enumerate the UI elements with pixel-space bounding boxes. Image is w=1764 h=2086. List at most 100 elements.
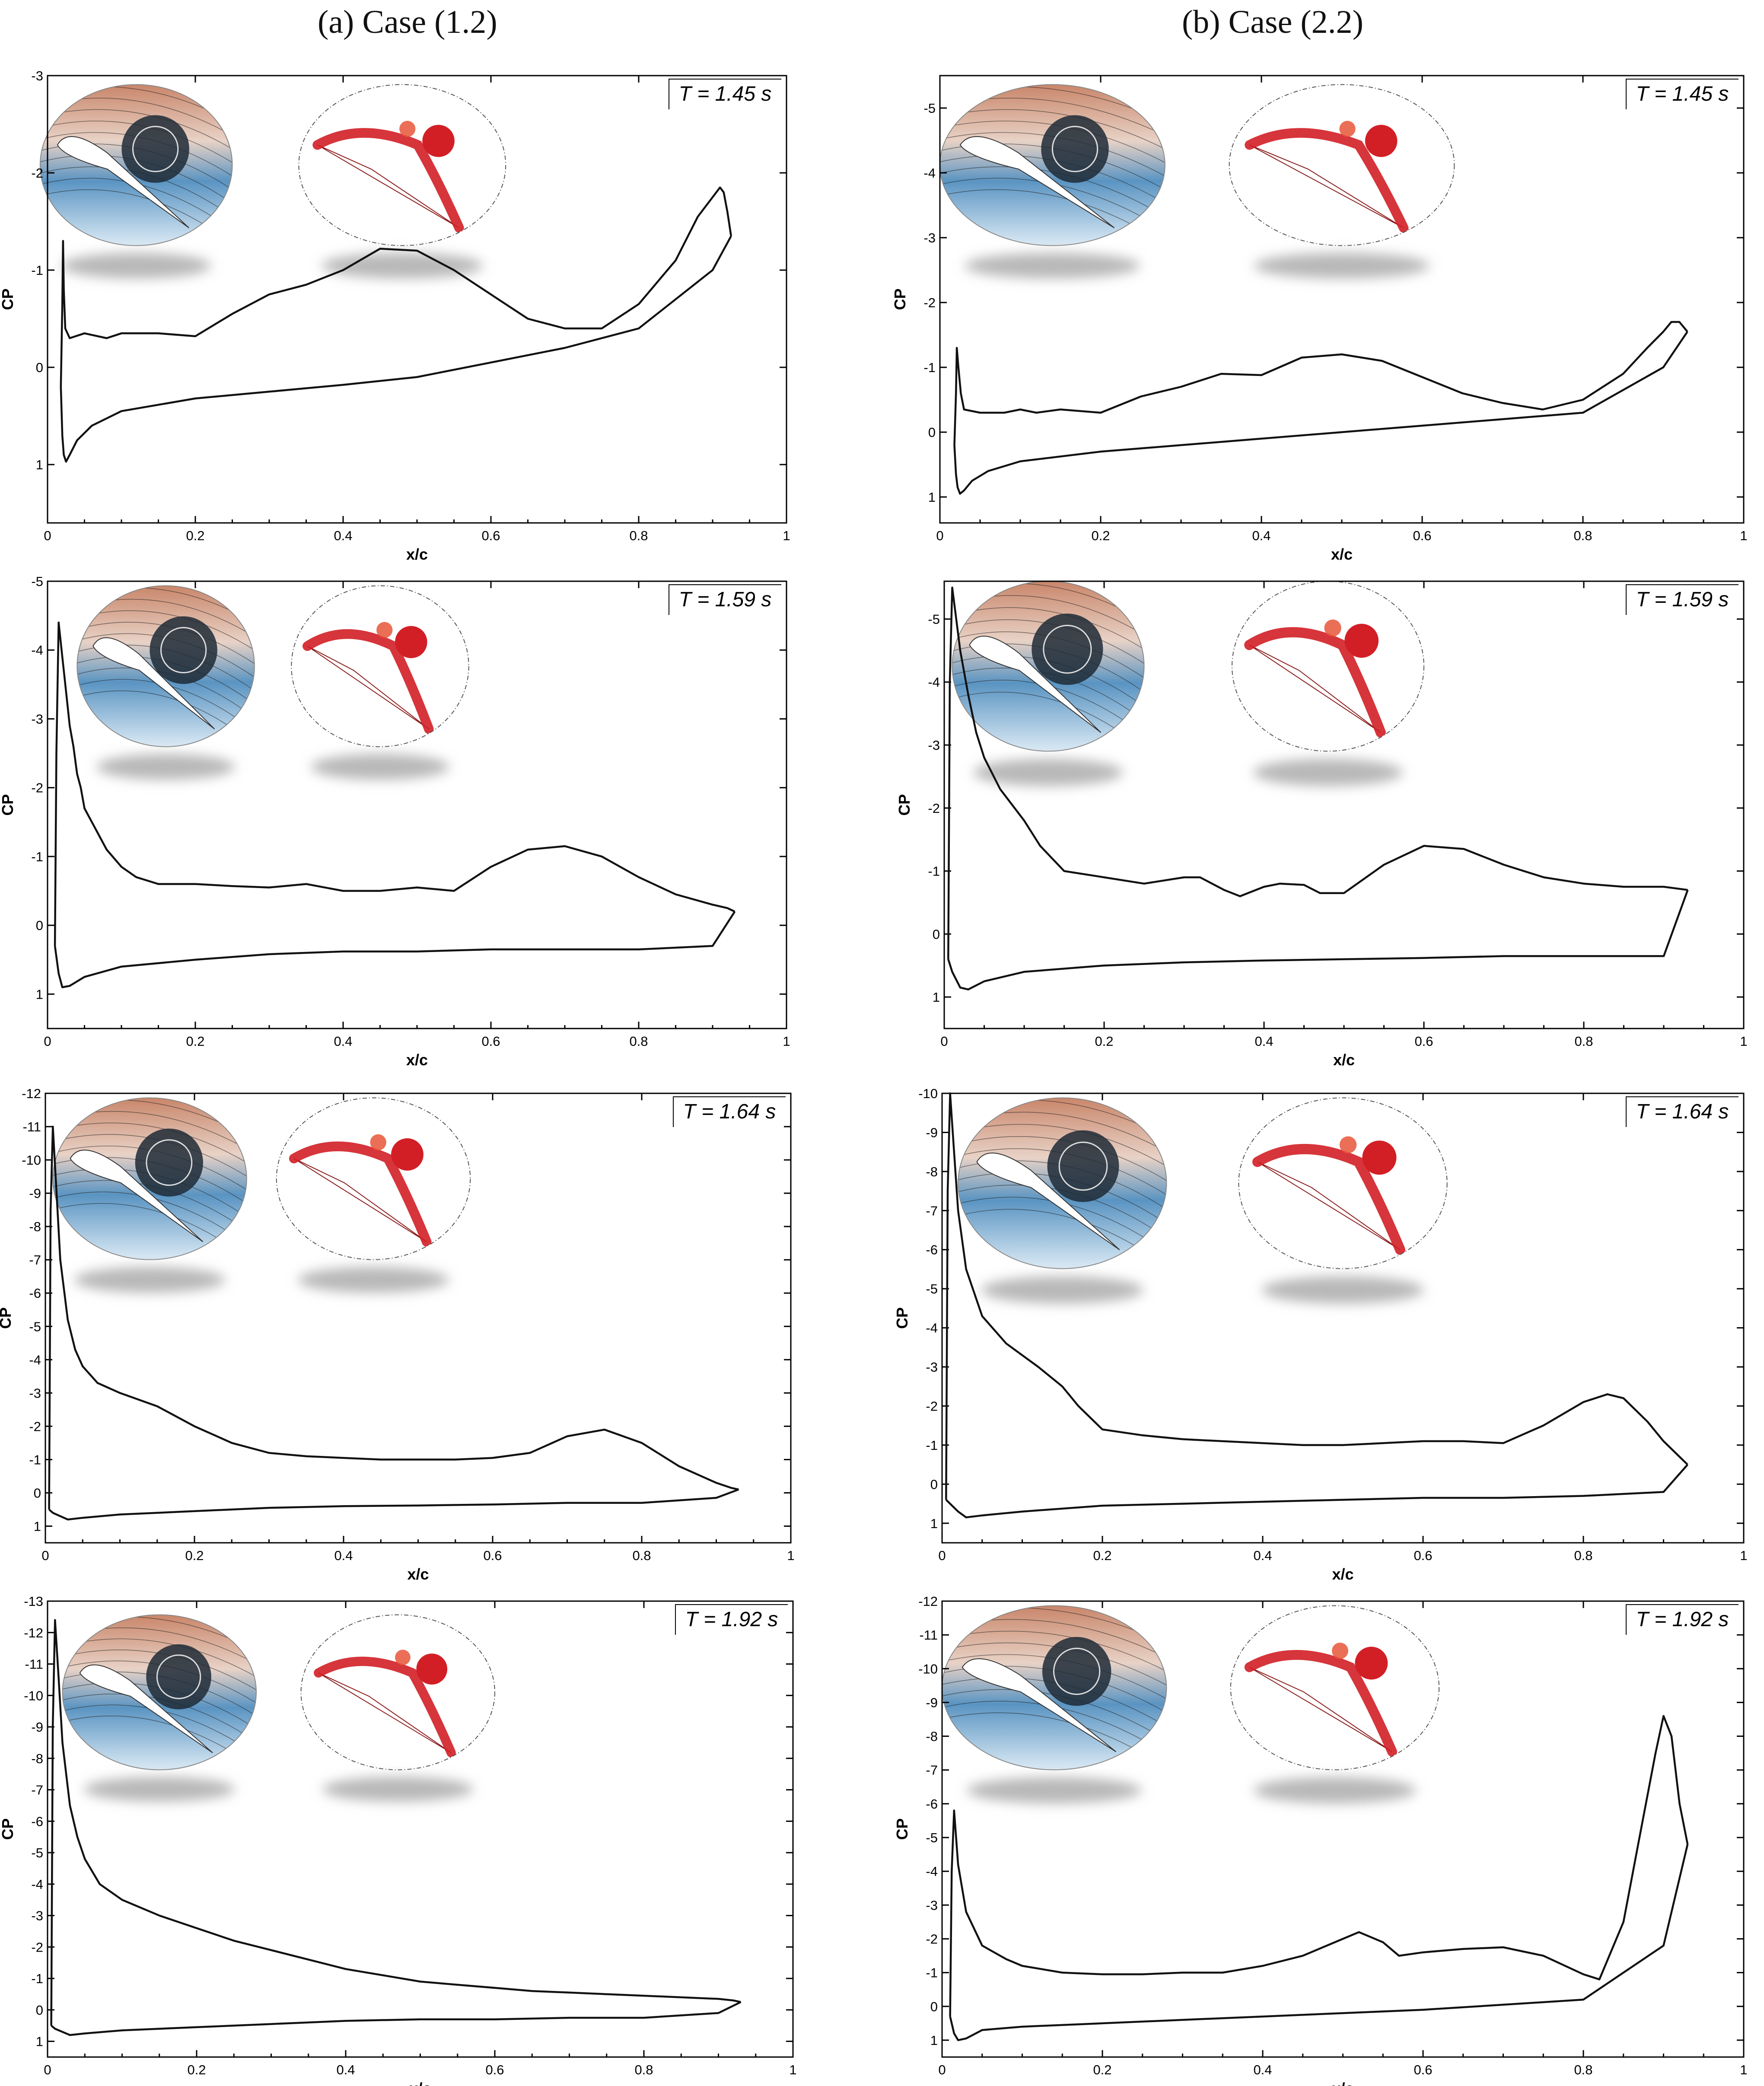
y-axis-label: CP [895, 794, 913, 815]
inset-shadow [322, 1777, 474, 1802]
inset-shadow [96, 754, 235, 780]
x-axis-label: x/c [1332, 1565, 1353, 1583]
inset-shadow [967, 1777, 1142, 1804]
y-tick-label: -2 [31, 166, 43, 181]
streamline-inset [939, 84, 1165, 246]
y-tick-label: -5 [31, 574, 43, 589]
time-label: T = 1.45 s [1636, 83, 1729, 105]
x-tick-label: 0.4 [334, 1034, 352, 1049]
y-tick-label: -1 [923, 360, 936, 375]
y-tick-label: -7 [29, 1252, 41, 1268]
y-tick-label: 0 [36, 2003, 43, 2018]
cp-chart-case-2-2-t-1-64: 0 0.2 0.4 0.6 0.8 1 1 0 -1 -2 -3 -4 -5 -6 -7 -8 -9 -10 x/c… [893, 1086, 1748, 1583]
y-tick-label: -7 [926, 1203, 938, 1218]
x-tick-label: 0.4 [1253, 1548, 1272, 1563]
y-tick-label: -2 [29, 1419, 41, 1434]
time-label: T = 1.92 s [685, 1608, 778, 1631]
time-label-box [669, 584, 781, 615]
x-tick-label: 0.4 [1252, 528, 1270, 543]
streamline-inset [942, 1605, 1167, 1771]
x-tick-label: 0.6 [481, 1034, 500, 1049]
y-axis-label: CP [0, 1818, 16, 1840]
y-tick-label: -5 [928, 611, 940, 627]
inset-shadow [311, 754, 449, 780]
x-tick-label: 0.2 [186, 1034, 204, 1049]
x-tick-label: 0.6 [485, 2062, 504, 2077]
y-tick-label: 1 [36, 2034, 43, 2049]
vorticity-inset [1229, 84, 1455, 246]
streamline-inset [39, 84, 233, 246]
y-tick-label: 1 [928, 490, 936, 505]
x-axis-label: x/c [1332, 2080, 1353, 2086]
lower-surface-curve [54, 911, 736, 988]
y-tick-label: -4 [923, 166, 936, 181]
x-tick-label: 0.8 [1573, 528, 1592, 543]
y-tick-label: -1 [926, 1965, 938, 1981]
y-tick-label: -12 [918, 1594, 938, 1609]
column-title-case-1-2: (a) Case (1.2) [318, 4, 497, 40]
y-tick-label: -11 [919, 1627, 938, 1643]
x-tick-label: 0.6 [1413, 528, 1431, 543]
y-tick-label: 1 [930, 1516, 938, 1531]
time-label-box [1626, 1604, 1739, 1635]
inset-shadow [322, 253, 483, 279]
y-tick-label: 0 [933, 927, 940, 942]
x-tick-label: 0 [938, 2062, 946, 2077]
inset-shadow [298, 1267, 449, 1293]
y-tick-label: -4 [926, 1864, 938, 1879]
y-axis-label: CP [0, 288, 16, 310]
y-tick-label: -5 [926, 1830, 938, 1845]
y-axis-label: CP [891, 288, 909, 310]
x-tick-label: 0.8 [629, 1034, 648, 1049]
x-tick-label: 1 [789, 2062, 796, 2077]
streamline-inset [958, 1097, 1167, 1269]
vorticity-inset [300, 1614, 495, 1771]
y-tick-label: -1 [928, 864, 940, 879]
y-tick-label: -4 [29, 1352, 41, 1367]
y-axis-label: CP [893, 1818, 911, 1840]
x-tick-label: 1 [1740, 2062, 1747, 2077]
lower-surface-curve [949, 1844, 1689, 2041]
vorticity-inset [1230, 1605, 1440, 1771]
y-tick-label: -4 [928, 675, 940, 690]
y-tick-label: 0 [930, 1477, 938, 1492]
cp-chart-case-2-2-t-1-59: 0 0.2 0.4 0.6 0.8 1 1 0 -1 -2 -3 -4 -5 x/c CP T = 1.59 … [895, 580, 1748, 1069]
y-tick-label: -10 [918, 1086, 938, 1101]
y-tick-label: -2 [926, 1398, 938, 1414]
time-label-box [669, 79, 781, 109]
y-tick-label: -1 [31, 1971, 43, 1986]
x-tick-label: 0.2 [1095, 1034, 1113, 1049]
y-tick-label: 1 [34, 1519, 41, 1534]
inset-shadow [981, 1276, 1144, 1304]
x-tick-label: 0.8 [1574, 1034, 1593, 1049]
cp-chart-case-2-2-t-1-45: 0 0.2 0.4 0.6 0.8 1 1 0 -1 -2 -3 -4 -5 x/c CP T = 1.45 … [891, 75, 1748, 563]
x-tick-label: 1 [783, 1034, 790, 1049]
y-tick-label: -4 [926, 1321, 938, 1336]
y-tick-label: -10 [918, 1661, 938, 1676]
y-tick-label: -3 [926, 1360, 938, 1375]
y-tick-label: -1 [31, 263, 43, 278]
y-tick-label: -6 [29, 1286, 41, 1301]
y-tick-label: -2 [923, 295, 936, 310]
vorticity-inset [298, 84, 506, 246]
y-tick-label: -9 [29, 1186, 41, 1201]
upper-surface-curve [48, 1125, 739, 1510]
y-tick-label: -12 [22, 1086, 41, 1101]
upper-surface-curve [50, 1619, 741, 2026]
streamline-inset [62, 1614, 257, 1771]
y-tick-label: -13 [24, 1594, 43, 1609]
y-tick-label: 1 [930, 2033, 938, 2048]
y-tick-label: -2 [928, 801, 940, 816]
vorticity-inset [1238, 1097, 1448, 1269]
x-tick-label: 0 [44, 1034, 51, 1049]
y-tick-label: -3 [31, 1908, 43, 1924]
streamline-inset [952, 581, 1145, 752]
y-tick-label: -1 [926, 1438, 938, 1453]
x-axis-label: x/c [407, 1565, 429, 1583]
time-label: T = 1.59 s [1636, 588, 1729, 611]
x-tick-label: 0.8 [1574, 1548, 1592, 1563]
x-tick-label: 1 [1740, 1548, 1747, 1563]
y-tick-label: -3 [31, 68, 43, 83]
x-axis-label: x/c [1331, 545, 1353, 563]
cp-chart-case-1-2-t-1-92: 0 0.2 0.4 0.6 0.8 110-1-2-3-4-5-6-7-8-9-10-11… [0, 1594, 797, 2086]
